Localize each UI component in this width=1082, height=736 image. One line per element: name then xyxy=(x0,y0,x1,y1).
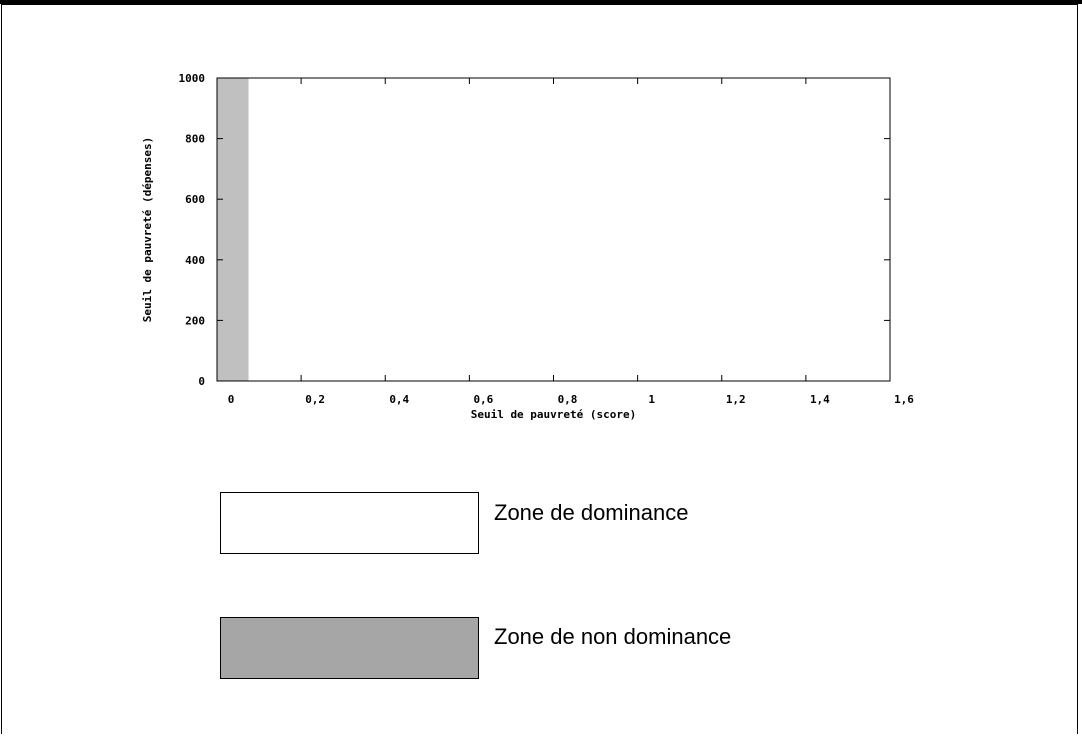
top-cropped-text-strip xyxy=(0,0,1082,4)
legend-swatch-non-dominance xyxy=(220,617,479,679)
figure-frame xyxy=(1,4,1078,734)
x-tick-label: 0,6 xyxy=(473,393,493,406)
x-axis-title: Seuil de pauvreté (score) xyxy=(471,408,637,421)
dominance-chart: 0 0,2 0,4 0,6 0,8 1 1,2 1,4 1,6 0 200 400 600 800 100… xyxy=(141,72,914,421)
y-axis-ticks: 0 200 400 600 800 1000 xyxy=(179,72,890,388)
x-tick-label: 1,6 xyxy=(894,393,914,406)
x-tick-label: 1,4 xyxy=(810,393,830,406)
y-tick-label: 0 xyxy=(198,375,205,388)
y-tick-label: 200 xyxy=(185,314,205,327)
x-tick-label: 1 xyxy=(648,393,655,406)
x-axis-ticks: 0 0,2 0,4 0,6 0,8 1 1,2 1,4 1,6 xyxy=(216,78,914,406)
x-tick-label: 0,2 xyxy=(305,393,325,406)
x-tick-label: 1,2 xyxy=(726,393,746,406)
y-tick-label: 800 xyxy=(185,133,205,146)
shaded-region-0 xyxy=(217,78,249,381)
y-tick-label: 600 xyxy=(185,193,205,206)
plot-border xyxy=(216,77,891,382)
legend-swatch-dominance xyxy=(220,492,479,554)
y-tick-label: 1000 xyxy=(179,72,206,85)
x-tick-label: 0 xyxy=(228,393,235,406)
plot-area xyxy=(216,77,891,382)
legend-label-non-dominance: Zone de non dominance xyxy=(494,624,732,649)
y-axis-title: Seuil de pauvreté (dépenses) xyxy=(141,137,154,322)
legend-label-dominance: Zone de dominance xyxy=(494,500,689,525)
y-tick-label: 400 xyxy=(185,254,205,267)
x-tick-label: 0,4 xyxy=(389,393,409,406)
x-tick-label: 0,8 xyxy=(558,393,578,406)
